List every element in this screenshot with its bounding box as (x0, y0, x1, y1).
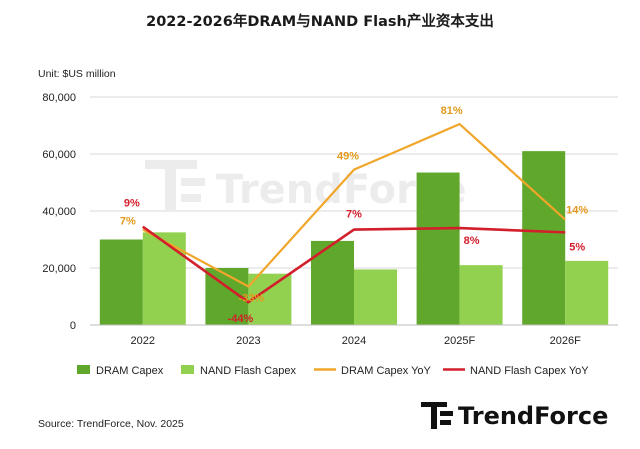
legend-label-nand-yoy: NAND Flash Capex YoY (470, 365, 589, 377)
y-tick-label: 40,000 (42, 206, 76, 218)
line-dram-capex-yoy (142, 122, 566, 288)
bar-nand-capex-2022 (142, 232, 186, 325)
y-tick-label: 0 (70, 320, 76, 332)
trendforce-logo-text: TrendForce (458, 402, 608, 430)
watermark-logo-icon (145, 160, 205, 210)
legend: DRAM Capex NAND Flash Capex DRAM Capex Y… (77, 365, 589, 377)
bar-nand-capex-2024 (354, 269, 397, 325)
x-tick-label: 2026F (550, 335, 581, 347)
nand-yoy-label: 8% (464, 235, 480, 247)
bar-dram-capex-2025f (416, 172, 460, 325)
trendforce-logo: TrendForce (421, 402, 608, 430)
bar-nand-capex-2025f (459, 265, 503, 325)
nand-yoy-label: 9% (124, 198, 140, 210)
bar-nand-capex-2023 (248, 273, 292, 325)
bar-dram-capex-2022 (99, 239, 143, 325)
dram-yoy-label: 14% (566, 205, 588, 217)
dram-yoy-label: 49% (337, 151, 359, 163)
x-tick-label: 2022 (131, 335, 155, 347)
bar-nand-capex-2026f (565, 260, 609, 325)
legend-label-nand-capex: NAND Flash Capex (200, 365, 296, 377)
y-tick-label: 20,000 (42, 263, 76, 275)
dram-yoy-label: 7% (120, 216, 136, 228)
source-note: Source: TrendForce, Nov. 2025 (38, 418, 184, 430)
dram-yoy-label: -33% (239, 293, 265, 305)
legend-swatch-nand-capex (181, 365, 194, 374)
legend-swatch-dram-capex (77, 365, 90, 374)
y-tick-label: 80,000 (42, 92, 76, 104)
y-tick-label: 60,000 (42, 149, 76, 161)
nand-yoy-label: -44% (228, 313, 254, 325)
yoy-labels: 7% -33% 49% 81% 14% 9% -44% 7% 8% 5% (120, 105, 589, 325)
legend-label-dram-capex: DRAM Capex (96, 365, 164, 377)
x-tick-label: 2023 (236, 335, 260, 347)
nand-yoy-label: 7% (346, 209, 362, 221)
line-nand-capex-yoy (142, 225, 566, 304)
unit-label: Unit: $US million (38, 68, 116, 80)
trendforce-logo-icon (421, 402, 453, 429)
x-tick-label: 2024 (342, 335, 366, 347)
yoy-lines (142, 122, 566, 304)
x-axis: 2022 2023 2024 2025F 2026F (131, 335, 582, 347)
dram-yoy-label: 81% (441, 105, 463, 117)
nand-yoy-label: 5% (569, 241, 585, 253)
bar-dram-capex-2026f (522, 151, 566, 325)
y-axis: 0 20,000 40,000 60,000 80,000 (42, 92, 76, 332)
x-tick-label: 2025F (444, 335, 475, 347)
legend-label-dram-yoy: DRAM Capex YoY (341, 365, 432, 377)
chart-title: 2022-2026年DRAM与NAND Flash产业资本支出 (146, 12, 494, 30)
